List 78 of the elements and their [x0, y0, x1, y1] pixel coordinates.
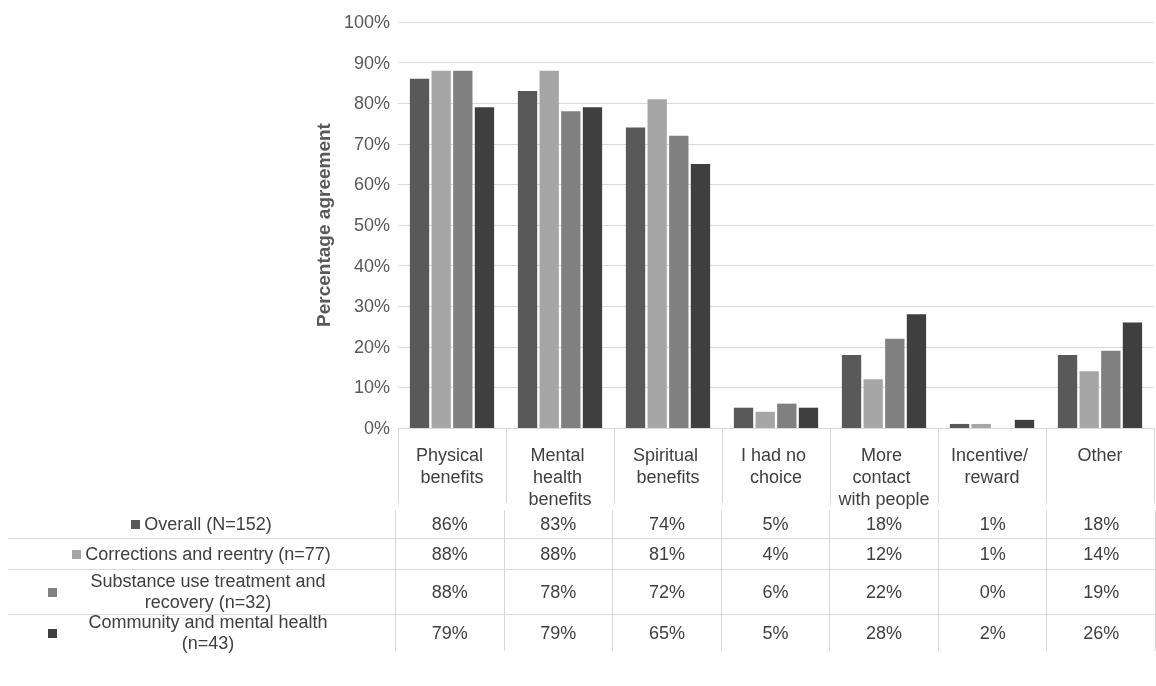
bar	[561, 111, 581, 428]
bar	[517, 91, 538, 428]
data-label: 78%	[504, 570, 614, 614]
bar	[539, 70, 559, 428]
data-label: 18%	[830, 510, 939, 538]
bar	[582, 107, 603, 428]
y-tick-label: 70%	[353, 133, 390, 154]
bar	[409, 78, 430, 428]
y-tick-label: 60%	[353, 174, 390, 195]
data-label: 14%	[1047, 539, 1156, 569]
data-label: 26%	[1047, 615, 1156, 651]
data-label: 5%	[721, 510, 831, 538]
bar	[431, 70, 451, 428]
data-label: 18%	[1047, 510, 1156, 538]
bar	[798, 407, 819, 428]
bar	[777, 403, 797, 428]
legend-label: Overall (N=152)	[144, 513, 272, 535]
bar	[453, 70, 473, 428]
data-label: 86%	[395, 510, 505, 538]
bar	[625, 127, 646, 428]
x-tick-label: Physical benefits	[415, 445, 489, 487]
data-label: 5%	[721, 615, 831, 651]
data-label: 81%	[613, 539, 722, 569]
bar	[1057, 354, 1078, 428]
y-tick-label: 80%	[353, 93, 390, 114]
data-label: 22%	[830, 570, 939, 614]
bar	[755, 411, 775, 428]
bar	[906, 314, 927, 428]
data-label: 19%	[1047, 570, 1156, 614]
x-tick-label: Mental health benefits	[528, 445, 592, 509]
data-label: 79%	[395, 615, 505, 651]
data-label: 2%	[938, 615, 1048, 651]
bar	[474, 107, 495, 428]
data-label: 74%	[613, 510, 722, 538]
legend-label: Corrections and reentry (n=77)	[85, 543, 331, 565]
y-tick-label: 30%	[353, 296, 390, 317]
legend-label: Community and mental health (n=43)	[87, 612, 329, 654]
bar	[647, 99, 667, 428]
data-label: 88%	[395, 539, 505, 569]
x-tick-label: More contact with people	[837, 445, 930, 509]
data-label: 1%	[938, 510, 1048, 538]
data-label: 0%	[938, 570, 1048, 614]
y-tick-label: 100%	[343, 12, 390, 32]
bar	[949, 423, 970, 428]
data-label: 65%	[613, 615, 722, 651]
y-tick-label: 50%	[353, 215, 390, 235]
data-label: 28%	[830, 615, 939, 651]
data-label: 83%	[504, 510, 614, 538]
bar	[733, 407, 754, 428]
bar	[841, 354, 862, 428]
bar	[1079, 371, 1099, 428]
x-tick-label: Incentive/ reward	[950, 445, 1034, 487]
data-label: 79%	[504, 615, 614, 651]
data-label: 88%	[504, 539, 614, 569]
y-tick-label: 20%	[353, 336, 390, 357]
y-tick-label: 90%	[353, 52, 390, 73]
data-label: 1%	[938, 539, 1048, 569]
data-label: 6%	[721, 570, 831, 614]
x-tick-label: Spiritual benefits	[632, 445, 704, 487]
bar	[971, 423, 991, 428]
bar	[690, 164, 711, 428]
bar	[669, 135, 689, 428]
y-axis-title: Percentage agreement	[313, 122, 335, 327]
data-label: 4%	[721, 539, 831, 569]
y-tick-label: 40%	[353, 255, 390, 276]
x-tick-label: I had no choice	[740, 445, 812, 487]
legend-label: Substance use treatment and recovery (n=32)	[89, 571, 327, 613]
y-tick-label: 0%	[363, 418, 390, 438]
data-label: 12%	[830, 539, 939, 569]
x-tick-label: Other	[1077, 445, 1123, 465]
bar	[885, 338, 905, 428]
data-label: 72%	[613, 570, 722, 614]
bar	[1122, 322, 1143, 428]
y-tick-label: 10%	[353, 377, 390, 398]
bar	[1101, 350, 1121, 428]
bar	[1014, 419, 1035, 428]
bar	[863, 379, 883, 428]
data-label: 88%	[395, 570, 505, 614]
